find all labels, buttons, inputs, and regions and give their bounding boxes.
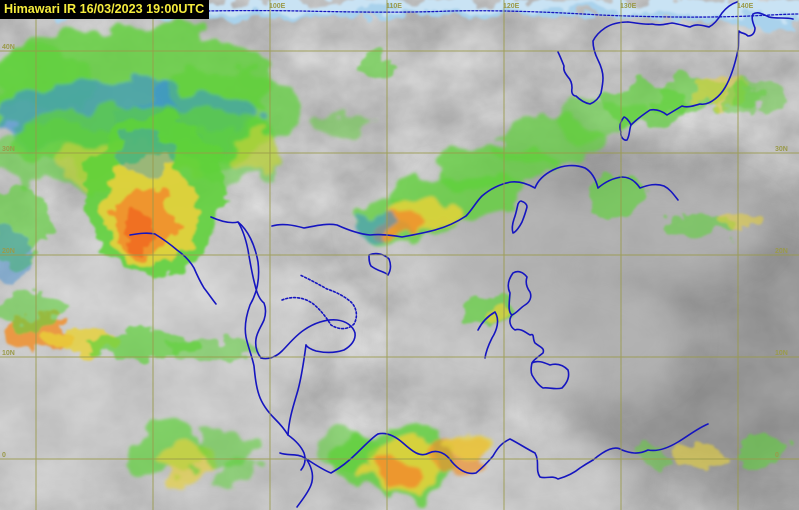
svg-text:40N: 40N — [2, 44, 15, 51]
svg-text:30N: 30N — [2, 146, 15, 153]
svg-text:20N: 20N — [2, 248, 15, 255]
svg-text:120E: 120E — [503, 3, 520, 10]
svg-text:10N: 10N — [775, 350, 788, 357]
svg-text:30N: 30N — [775, 146, 788, 153]
svg-text:110E: 110E — [386, 3, 402, 10]
svg-text:0: 0 — [775, 452, 779, 459]
svg-text:0: 0 — [2, 452, 6, 459]
svg-text:100E: 100E — [269, 3, 286, 10]
svg-text:20N: 20N — [775, 248, 788, 255]
svg-text:10N: 10N — [2, 350, 15, 357]
svg-text:140E: 140E — [737, 3, 754, 10]
svg-text:130E: 130E — [620, 3, 637, 10]
